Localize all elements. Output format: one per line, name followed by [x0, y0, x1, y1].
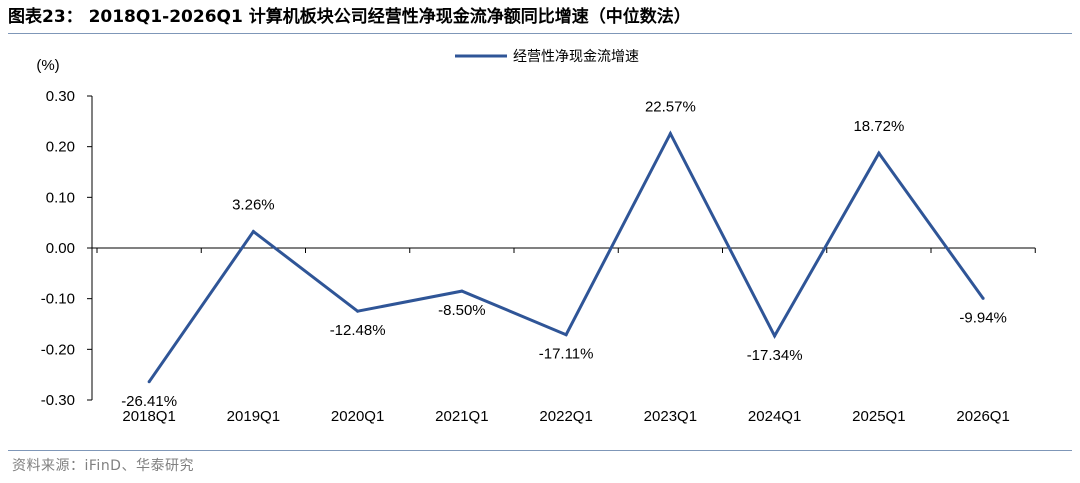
- y-tick-label: -0.30: [41, 392, 75, 409]
- x-tick-label: 2021Q1: [435, 408, 488, 425]
- data-label: -17.11%: [539, 346, 594, 363]
- series-line: [147, 130, 985, 383]
- data-label: -26.41%: [121, 393, 177, 410]
- series-layer: [147, 130, 985, 384]
- y-tick-label: -0.10: [41, 291, 75, 308]
- y-tick-label: 0.10: [46, 189, 75, 206]
- data-label: 22.57%: [645, 99, 696, 116]
- x-tick-label: 2024Q1: [748, 408, 801, 425]
- data-point: [877, 151, 881, 155]
- y-tick-label: 0.30: [46, 88, 75, 105]
- y-tick-label: -0.20: [41, 341, 75, 358]
- footer-divider: [8, 450, 1072, 451]
- data-point: [147, 380, 151, 384]
- data-point: [981, 296, 985, 300]
- data-point: [668, 132, 672, 136]
- x-tick-label: 2026Q1: [956, 408, 1009, 425]
- data-labels-layer: -26.41% 3.26% -12.48% -8.50% -17.11% 22.57% -1…: [121, 99, 1007, 410]
- data-label: -12.48%: [330, 322, 386, 339]
- title-divider: [8, 33, 1072, 34]
- y-tick-label: 0.00: [46, 240, 75, 257]
- figure-title: 图表23： 2018Q1-2026Q1 计算机板块公司经营性净现金流净额同比增速…: [8, 7, 691, 27]
- y-axis: 0.30 0.20 0.10 0.00 -0.10 -0.20 -0.30: [41, 88, 93, 409]
- x-axis: 2018Q1 2019Q1 2020Q1 2021Q1 2022Q1 2023Q1 2024…: [92, 247, 1036, 425]
- data-point: [460, 289, 464, 293]
- data-label: -17.34%: [747, 347, 803, 364]
- x-tick-label: 2022Q1: [539, 408, 592, 425]
- data-label: -9.94%: [959, 309, 1007, 326]
- line-chart: 经营性净现金流增速 (%) 0.30 0.20 0.10 0.00 -0.10 -0.20…: [36, 48, 1036, 425]
- data-point: [564, 333, 568, 337]
- chart-legend: 经营性净现金流增速: [455, 48, 639, 64]
- x-tick-label: 2019Q1: [227, 408, 280, 425]
- data-label: -8.50%: [438, 302, 486, 319]
- data-point: [773, 334, 777, 338]
- data-point: [251, 229, 255, 233]
- x-tick-label: 2025Q1: [852, 408, 905, 425]
- source-note: 资料来源：iFinD、华泰研究: [12, 458, 194, 474]
- data-label: 3.26%: [232, 196, 275, 213]
- y-axis-unit-label: (%): [36, 57, 59, 74]
- data-label: 18.72%: [853, 118, 904, 135]
- data-point: [356, 309, 360, 313]
- y-tick-label: 0.20: [46, 139, 75, 156]
- x-tick-label: 2023Q1: [644, 408, 697, 425]
- x-tick-label: 2018Q1: [122, 408, 175, 425]
- legend-label: 经营性净现金流增速: [513, 48, 639, 64]
- x-tick-label: 2020Q1: [331, 408, 384, 425]
